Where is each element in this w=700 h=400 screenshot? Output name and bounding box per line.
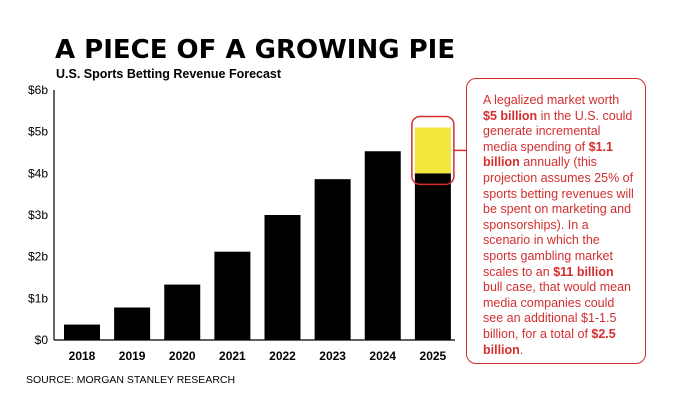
bar [214, 251, 251, 340]
y-tick-label: $6b [28, 83, 48, 97]
y-tick-label: $0 [35, 333, 49, 347]
chart-subtitle: U.S. Sports Betting Revenue Forecast [56, 67, 282, 81]
x-tick-label: 2023 [319, 349, 346, 363]
bar [414, 173, 451, 340]
y-tick-label: $3b [28, 208, 48, 222]
x-tick-label: 2022 [269, 349, 296, 363]
y-tick-label: $5b [28, 125, 48, 139]
callout-bold-4: $2.5 billion [483, 326, 616, 357]
x-tick-label: 2019 [119, 349, 146, 363]
callout-text-4: bull case, that would mean media compani… [483, 280, 632, 341]
bar [264, 215, 301, 340]
x-tick-label: 2020 [169, 349, 196, 363]
callout-box: A legalized market worth $5 billion in t… [466, 78, 646, 364]
callout-text-5: . [519, 342, 524, 357]
callout-text-1: A legalized market worth [483, 93, 620, 107]
bar [314, 179, 351, 340]
callout-bold-3: $11 billion [553, 264, 614, 279]
bar [164, 284, 201, 340]
source-note: SOURCE: MORGAN STANLEY RESEARCH [26, 374, 236, 386]
x-tick-label: 2021 [219, 349, 246, 363]
callout-text-2: in the U.S. could generate incremental m… [483, 108, 633, 154]
callout-bold-1: $5 billion [483, 108, 538, 123]
bar [364, 151, 401, 340]
y-tick-label: $4b [28, 166, 48, 180]
callout-text-3: annually (this projection assumes 25% of… [483, 155, 634, 279]
x-tick-label: 2025 [420, 349, 447, 363]
x-tick-label: 2018 [69, 349, 96, 363]
chart-title: A PIECE OF A GROWING PIE [55, 35, 456, 65]
x-tick-label: 2024 [369, 349, 396, 363]
y-tick-label: $1b [28, 291, 48, 305]
bar [114, 307, 151, 340]
y-tick-label: $2b [28, 250, 48, 264]
callout-bold-2: $1.1 billion [483, 139, 613, 170]
bar [64, 324, 100, 340]
bar-highlight [414, 127, 451, 174]
